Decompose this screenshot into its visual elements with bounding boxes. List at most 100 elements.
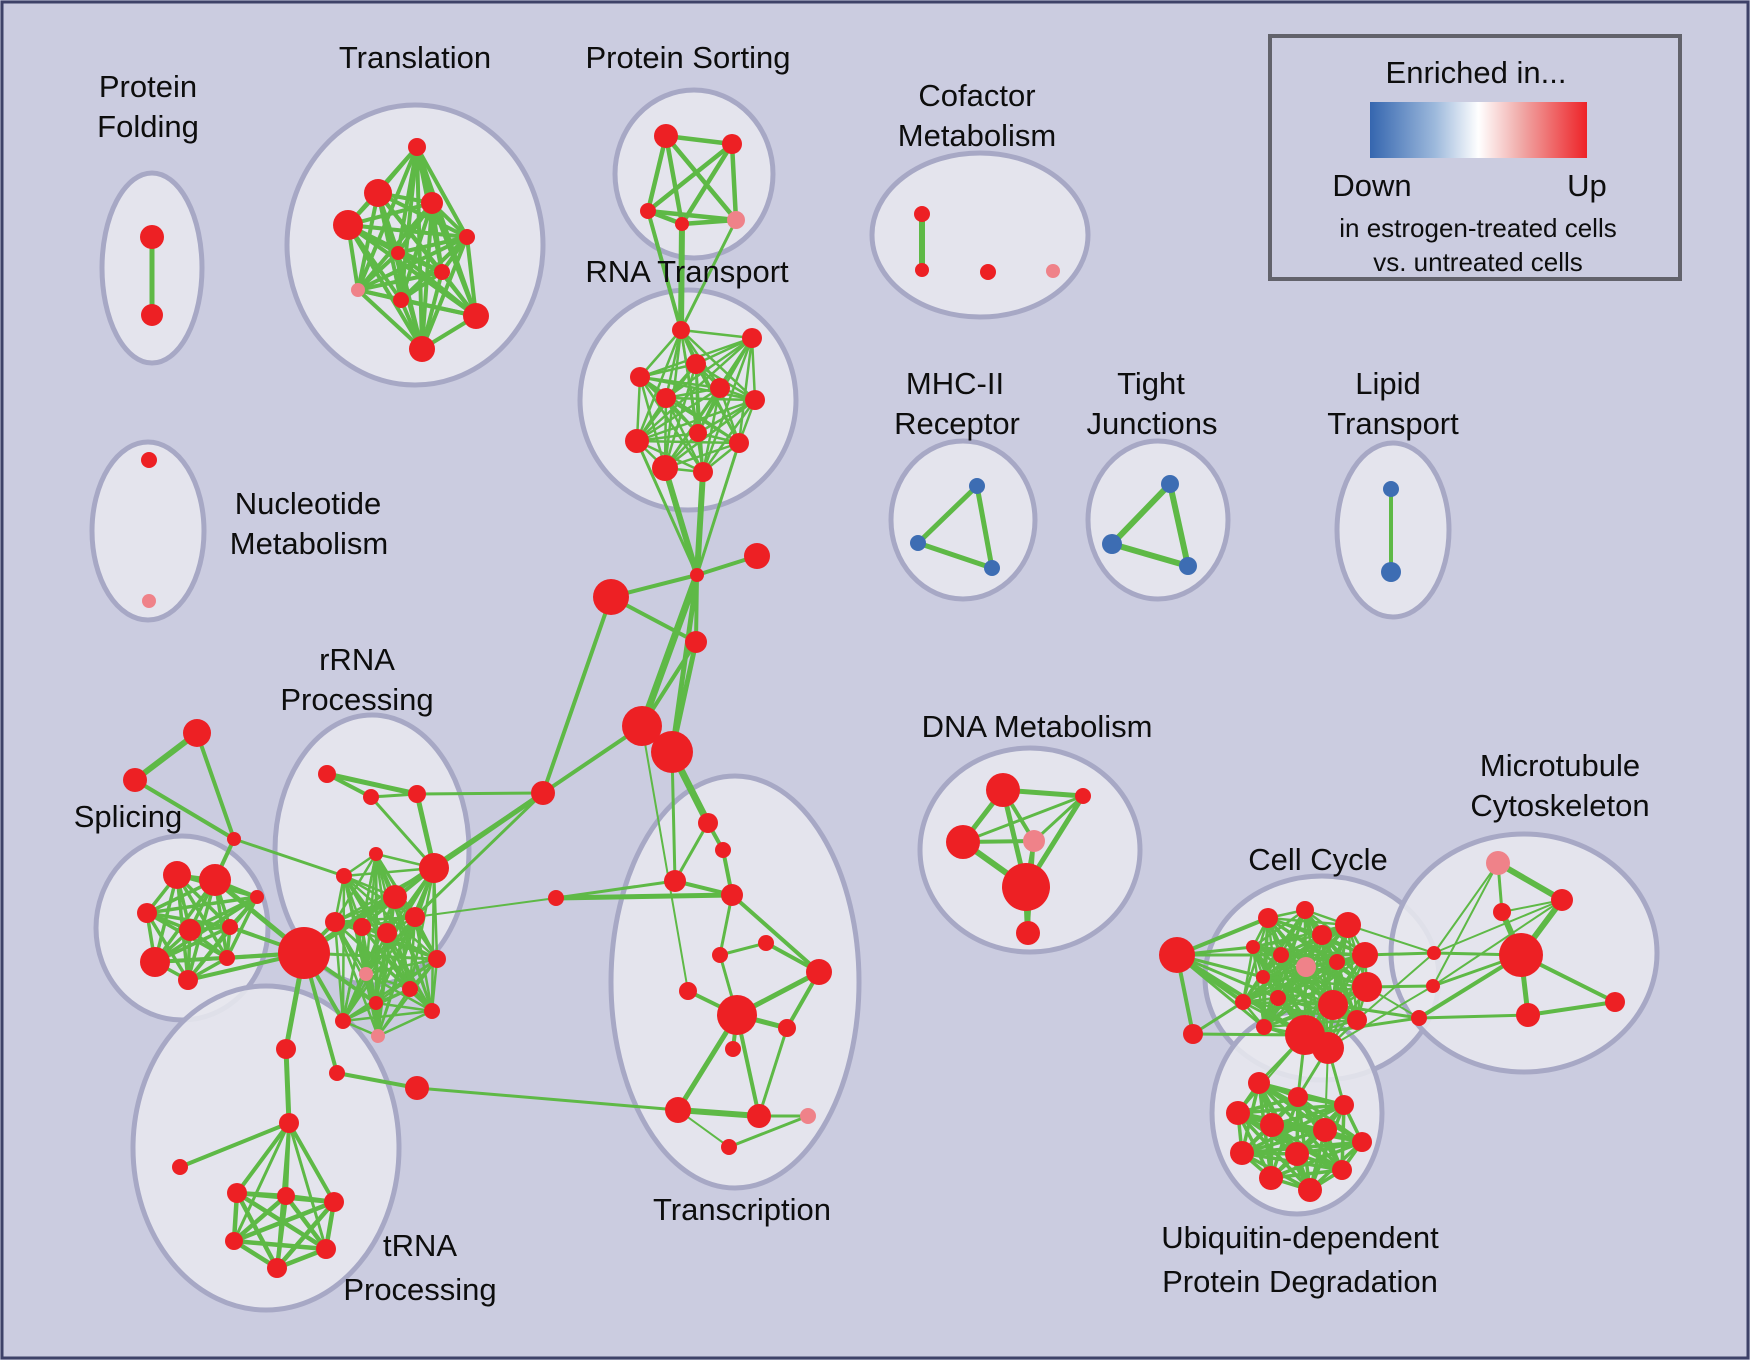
gene-set-node-sl3: [137, 903, 157, 923]
edge-rt10-sp1: [695, 441, 741, 577]
gene-set-node-rr12: [428, 950, 446, 968]
gene-set-node-rr1: [318, 765, 336, 783]
edge-ub6-ub8: [1240, 1128, 1327, 1155]
gene-set-node-ub9: [1285, 1142, 1309, 1166]
gene-set-node-mh2: [910, 535, 926, 551]
edge-rt2-rt12: [701, 336, 754, 474]
gene-set-node-tc5: [758, 935, 774, 951]
gene-set-node-tl7: [434, 264, 450, 280]
edge-rr5-rr17: [341, 874, 346, 1023]
gene-set-node-rt1: [672, 321, 690, 339]
gene-set-node-cc17: [1312, 1032, 1344, 1064]
edge-rr15-rr16: [374, 1001, 434, 1013]
gene-set-node-cm3: [980, 264, 996, 280]
gene-set-node-ub2: [1288, 1087, 1308, 1107]
cluster-label-ubiquitin-degradation: Protein Degradation: [1162, 1264, 1438, 1299]
edge-tc10-tc13: [757, 1026, 789, 1118]
edge-rr4-rr8: [333, 852, 378, 924]
gene-set-node-rr16: [424, 1003, 440, 1019]
edge-rt9-rt10: [635, 439, 741, 445]
gene-set-node-rr3: [408, 785, 426, 803]
gene-set-node-rt2: [742, 328, 762, 348]
edge-rt7-rt12: [701, 398, 757, 474]
edge-ps3-ps5: [645, 208, 739, 223]
edge-cc17-mt6: [1327, 985, 1434, 1049]
edge-tl1-tl5: [415, 145, 469, 239]
cluster-label-lipid-transport: Lipid: [1355, 366, 1421, 401]
edge-tn0-tn1: [178, 1121, 291, 1169]
edge-cc4-mt5: [1347, 924, 1435, 954]
cluster-label-trna-processing: tRNA: [383, 1228, 457, 1263]
cluster-label-microtubule-cytoskeleton: Cytoskeleton: [1470, 788, 1649, 823]
gene-set-node-sl7: [140, 947, 170, 977]
edge-cc13-cc14: [1241, 1000, 1335, 1007]
gene-set-node-mh1: [969, 478, 985, 494]
gene-set-node-dm5: [1002, 863, 1050, 911]
cluster-label-cofactor-metabolism: Metabolism: [898, 118, 1057, 153]
gene-set-node-rt11: [652, 455, 678, 481]
gene-set-node-sp4: [685, 631, 707, 653]
gene-set-node-mt4: [1499, 933, 1543, 977]
gene-set-node-cc10: [1352, 942, 1378, 968]
gene-set-node-tc1: [698, 813, 718, 833]
edge-mt8-mt9: [1526, 1000, 1617, 1017]
edge-on2-on1: [335, 1071, 419, 1090]
gene-set-node-cc2: [1258, 908, 1278, 928]
gene-set-node-rr6: [419, 853, 449, 883]
edge-st1-st3: [195, 731, 236, 841]
cluster-label-protein-folding: Protein: [99, 69, 197, 104]
edge-rt6-rt7: [664, 396, 757, 402]
gene-set-node-ub11: [1259, 1166, 1283, 1190]
gene-set-node-cc11: [1256, 970, 1270, 984]
edge-rr11-rr16: [413, 915, 434, 1013]
gene-set-node-st1: [183, 719, 211, 747]
gene-set-node-nm1: [141, 452, 157, 468]
legend-box: Enriched in... Down Up in estrogen-treat…: [1268, 34, 1682, 281]
edge-sl6-sl8: [186, 895, 259, 982]
gene-set-node-tc15: [721, 1139, 737, 1155]
edge-hub1-tc8: [641, 725, 689, 992]
edge-mt1-mt5: [1433, 862, 1499, 954]
gene-set-node-on2: [329, 1065, 345, 1081]
gene-set-node-rr18: [371, 1029, 385, 1043]
gene-set-node-ub3: [1334, 1095, 1354, 1115]
edge-rt5-rt9: [635, 386, 722, 443]
edge-cc8-cc13: [1241, 965, 1308, 1004]
gene-set-node-cc6: [1246, 940, 1260, 954]
edge-ps4-ps5: [679, 217, 739, 227]
gene-set-node-sl4: [179, 919, 201, 941]
edge-rt1-rt7: [679, 328, 757, 402]
gene-set-node-tc11: [725, 1041, 741, 1057]
cluster-label-ubiquitin-degradation: Ubiquitin-dependent: [1161, 1220, 1439, 1255]
edge-mt5-mt2: [1433, 899, 1563, 954]
cluster-label-tight-junctions: Junctions: [1087, 406, 1218, 441]
gene-set-node-hub1: [622, 706, 662, 746]
edge-rr6-rr16: [430, 866, 436, 1013]
legend-caption-line1: in estrogen-treated cells: [1339, 213, 1616, 243]
gene-set-node-dm1: [986, 773, 1020, 807]
gene-set-node-tl11: [409, 336, 435, 362]
gene-set-node-cc7: [1273, 947, 1289, 963]
gene-set-node-ub1: [1248, 1072, 1270, 1094]
edge-rt2-rt7: [750, 336, 757, 402]
gene-set-node-cn4: [276, 1039, 296, 1059]
edge-rt7-rt9: [635, 398, 757, 443]
edge-rt2-rt9: [635, 336, 754, 443]
edge-ps3-rt1: [646, 209, 683, 332]
gene-set-node-cc18: [1347, 1010, 1367, 1030]
cluster-label-splicing: Splicing: [74, 799, 183, 834]
edge-cc18-mt5: [1356, 952, 1435, 1021]
edge-rr16-rr17: [341, 1009, 434, 1023]
edge-tj1-tj2: [1109, 481, 1173, 547]
gene-set-node-cc20: [1183, 1024, 1203, 1044]
gene-set-node-sl6: [250, 890, 264, 904]
edge-rr9-rr17: [341, 925, 364, 1023]
gene-set-node-tn7: [267, 1258, 287, 1278]
edge-cc1-cc19: [1175, 953, 1266, 1029]
cluster-label-translation: Translation: [339, 40, 491, 75]
edge-cn1-rr11: [413, 791, 545, 919]
edge-rr12-rr13: [364, 957, 439, 976]
gene-set-node-cc13: [1235, 994, 1251, 1010]
edge-mh1-mh2: [915, 483, 980, 546]
cluster-label-transcription: Transcription: [653, 1192, 831, 1227]
